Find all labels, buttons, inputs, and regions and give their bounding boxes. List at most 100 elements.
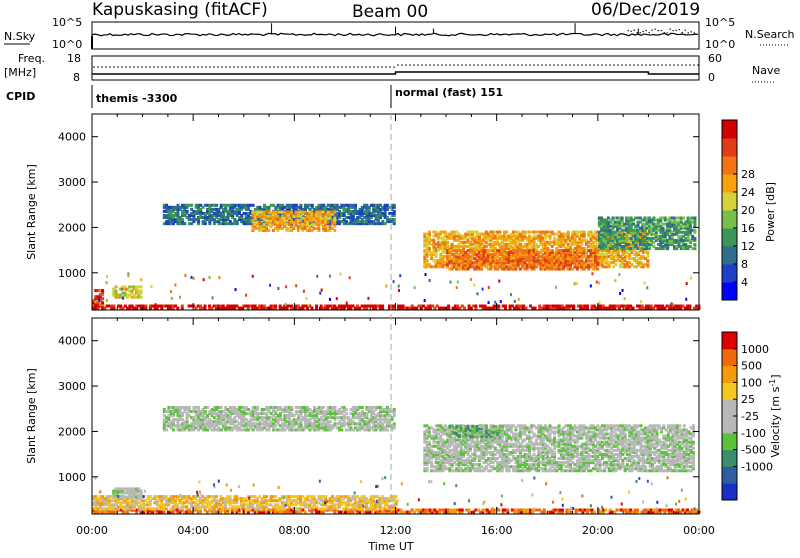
nave-dot	[321, 66, 323, 68]
noise-cell	[670, 302, 672, 305]
nave-dot	[221, 66, 223, 68]
nave-dot	[189, 66, 191, 68]
range-cell	[596, 268, 599, 271]
nave-dot	[585, 64, 587, 66]
noise-cell	[193, 277, 195, 280]
nave-dot	[129, 66, 131, 68]
nsearch-dot	[672, 30, 673, 31]
range-cell	[636, 509, 639, 512]
noise-cell	[367, 297, 369, 300]
noise-cell	[336, 297, 338, 300]
nave-dot	[529, 64, 531, 66]
nsearch-dot	[645, 30, 646, 31]
nsearch-tick-bottom: 10^0	[705, 38, 735, 51]
range-cell	[693, 229, 696, 232]
range-cell	[381, 305, 384, 308]
noise-cell	[127, 275, 129, 278]
nave-dot	[269, 66, 271, 68]
noise-cell	[121, 288, 123, 291]
nave-dot	[625, 64, 627, 66]
range-cell	[252, 204, 255, 207]
range-cell	[101, 297, 104, 300]
nave-dot	[493, 64, 495, 66]
cpid-segment-1: themis -3300	[96, 92, 178, 105]
nave-dot	[133, 66, 135, 68]
nave-dot	[629, 64, 631, 66]
range-cell	[326, 221, 329, 224]
nave-dot	[513, 64, 515, 66]
noise-cell	[106, 281, 108, 284]
freq-tick-bottom: 8	[73, 71, 80, 84]
range-cell	[534, 307, 537, 310]
nave-dot	[537, 64, 539, 66]
nave-dot	[505, 64, 507, 66]
nave-dot	[637, 64, 639, 66]
freq-line	[92, 72, 699, 74]
range-cell	[615, 263, 618, 266]
noise-cell	[457, 281, 459, 284]
range-cell	[567, 231, 570, 234]
nave-dot	[557, 64, 559, 66]
nave-dot	[285, 66, 287, 68]
nsearch-dot	[657, 30, 658, 31]
nave-dot	[293, 66, 295, 68]
range-cell	[596, 261, 599, 264]
nave-dot	[177, 66, 179, 68]
noise-cell	[498, 280, 500, 283]
nave-dot	[213, 66, 215, 68]
nave-dot	[433, 64, 435, 66]
nave-dot	[349, 66, 351, 68]
range-cell	[186, 210, 189, 213]
nave-dot	[253, 66, 255, 68]
noise-cell	[295, 284, 297, 287]
noise-cell	[95, 300, 97, 303]
nave-dot	[261, 66, 263, 68]
noise-cell	[122, 297, 124, 300]
nave-dot	[97, 66, 99, 68]
nsearch-dot	[666, 32, 667, 33]
range-cell	[432, 239, 435, 242]
noise-cell	[456, 286, 458, 289]
nave-dot	[249, 66, 251, 68]
range-cell	[333, 211, 336, 214]
nave-dot	[329, 66, 331, 68]
nave-dot	[421, 64, 423, 66]
nave-dot	[621, 64, 623, 66]
nave-dot	[209, 66, 211, 68]
range-cell	[446, 241, 449, 244]
noise-cell	[212, 296, 214, 299]
nave-dot	[161, 66, 163, 68]
nave-dot	[633, 64, 635, 66]
range-cell	[215, 495, 218, 498]
nave-dot	[589, 64, 591, 66]
nave-dot	[301, 66, 303, 68]
nave-dot	[449, 64, 451, 66]
velocity-heatmap	[92, 406, 700, 514]
noise-cell	[640, 300, 642, 303]
noise-cell	[285, 285, 287, 288]
nsearch-dot	[633, 30, 634, 31]
noise-cell	[599, 301, 601, 304]
range-cell	[498, 231, 501, 234]
nave-dot	[241, 66, 243, 68]
nsky-strip	[92, 22, 699, 49]
noise-cell	[424, 273, 426, 276]
nave-dot	[581, 64, 583, 66]
nave-dot	[697, 64, 699, 66]
station-title: Kapuskasing (fitACF)	[92, 0, 268, 20]
nave-dot	[113, 66, 115, 68]
nave-dot	[577, 64, 579, 66]
nave-dot	[345, 66, 347, 68]
cpid-segment-2: normal (fast) 151	[395, 86, 503, 99]
range-cell	[461, 509, 464, 512]
range-cell	[274, 495, 277, 498]
range-cell	[313, 495, 316, 498]
noise-cell	[319, 292, 321, 295]
nave-dot	[121, 66, 123, 68]
freq-strip	[92, 56, 699, 80]
nave-dot	[353, 66, 355, 68]
noise-cell	[106, 275, 108, 278]
range-cell	[163, 511, 166, 514]
noise-cell	[576, 282, 578, 285]
range-cell	[596, 257, 599, 260]
